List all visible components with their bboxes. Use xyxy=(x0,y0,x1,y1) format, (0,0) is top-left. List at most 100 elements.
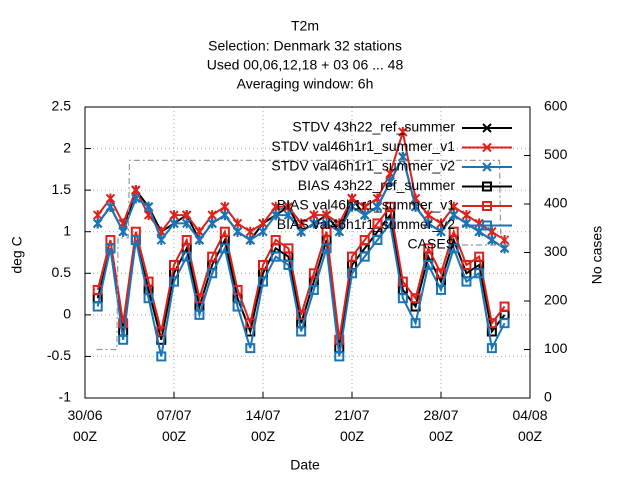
chart-subtitle: Used 00,06,12,18 + 03 06 ... 48 xyxy=(207,57,404,73)
legend-label: STDV val46h1r1_summer_v1 xyxy=(271,138,455,154)
marker xyxy=(258,226,268,237)
marker xyxy=(372,218,383,229)
y2-tick-label: 100 xyxy=(544,340,568,356)
marker xyxy=(360,210,370,221)
marker xyxy=(385,201,396,212)
marker xyxy=(232,226,243,237)
series-line xyxy=(96,220,506,357)
y2-tick-label: 600 xyxy=(544,98,568,114)
plot-frame xyxy=(84,106,531,399)
marker xyxy=(92,301,103,312)
marker xyxy=(156,351,167,362)
marker xyxy=(271,210,281,221)
marker xyxy=(436,284,446,295)
marker xyxy=(296,326,307,337)
y2-tick-label: 300 xyxy=(544,243,568,259)
marker xyxy=(309,218,319,229)
marker xyxy=(219,226,230,237)
marker xyxy=(347,251,357,262)
y-tick-label: 2.5 xyxy=(52,98,72,114)
legend-marker xyxy=(482,220,492,231)
y2-axis-label: No cases xyxy=(589,226,605,284)
legend-label: BIAS val46h1r1_summer_v2 xyxy=(277,216,455,232)
marker xyxy=(436,268,446,279)
y2-tick-label: 0 xyxy=(544,389,552,405)
marker xyxy=(283,259,294,270)
legend-label: BIAS val46h1r1_summer_v1 xyxy=(277,197,455,213)
marker xyxy=(359,251,370,262)
legend-marker xyxy=(482,162,492,172)
marker xyxy=(474,268,485,279)
marker xyxy=(93,218,103,229)
marker xyxy=(283,210,294,221)
x-tick-label: 30/06 00Z xyxy=(67,407,102,444)
marker xyxy=(169,276,179,287)
marker xyxy=(169,259,179,270)
marker xyxy=(385,176,395,187)
marker xyxy=(385,218,396,229)
marker xyxy=(372,201,383,212)
marker xyxy=(130,235,141,246)
marker xyxy=(296,226,306,237)
marker xyxy=(321,226,332,237)
marker xyxy=(308,284,319,295)
marker xyxy=(461,259,472,270)
marker xyxy=(207,218,217,229)
marker xyxy=(334,226,344,237)
marker xyxy=(181,235,192,246)
marker xyxy=(334,334,345,345)
marker xyxy=(359,235,370,246)
marker xyxy=(308,268,319,279)
y-tick-label: -1 xyxy=(59,389,72,405)
marker xyxy=(449,210,459,221)
marker xyxy=(131,193,141,204)
marker xyxy=(372,235,383,246)
y2-tick-label: 200 xyxy=(544,292,568,308)
marker xyxy=(220,210,230,221)
marker xyxy=(423,243,434,254)
marker xyxy=(105,243,116,254)
marker xyxy=(245,235,255,246)
marker xyxy=(118,226,128,237)
chart-subtitle: Averaging window: 6h xyxy=(237,76,374,92)
marker xyxy=(105,201,116,212)
marker xyxy=(258,276,268,287)
marker xyxy=(423,218,433,229)
series-line xyxy=(96,204,506,340)
chart-title: T2m xyxy=(291,18,319,34)
marker xyxy=(499,301,510,312)
marker xyxy=(321,243,332,254)
marker xyxy=(283,243,294,254)
marker xyxy=(270,251,281,262)
marker xyxy=(181,251,192,262)
marker xyxy=(461,218,472,229)
marker xyxy=(143,201,154,212)
legend-marker xyxy=(482,181,492,192)
marker xyxy=(334,351,345,362)
marker xyxy=(258,259,268,270)
chart-subtitle: Selection: Denmark 32 stations xyxy=(208,38,402,54)
legend-label: CASES xyxy=(408,236,455,252)
y-tick-label: 0.5 xyxy=(52,264,72,280)
y-tick-label: 1 xyxy=(63,222,71,238)
marker xyxy=(486,343,497,354)
x-axis-label: Date xyxy=(290,457,320,473)
marker xyxy=(474,226,484,237)
x-tick-label: 28/07 00Z xyxy=(423,407,458,444)
x-tick-label: 14/07 00Z xyxy=(245,407,280,444)
marker xyxy=(448,226,459,237)
y-tick-label: -0.5 xyxy=(47,347,71,363)
marker xyxy=(207,268,218,279)
marker xyxy=(487,235,497,246)
marker xyxy=(207,251,218,262)
legend-label: STDV val46h1r1_summer_v2 xyxy=(271,158,455,174)
marker xyxy=(347,268,357,279)
marker xyxy=(156,235,166,246)
marker xyxy=(270,235,281,246)
marker xyxy=(448,243,459,254)
marker xyxy=(423,259,434,270)
y2-tick-label: 400 xyxy=(544,195,568,211)
x-tick-label: 07/07 00Z xyxy=(156,407,191,444)
legend-marker xyxy=(482,123,492,133)
